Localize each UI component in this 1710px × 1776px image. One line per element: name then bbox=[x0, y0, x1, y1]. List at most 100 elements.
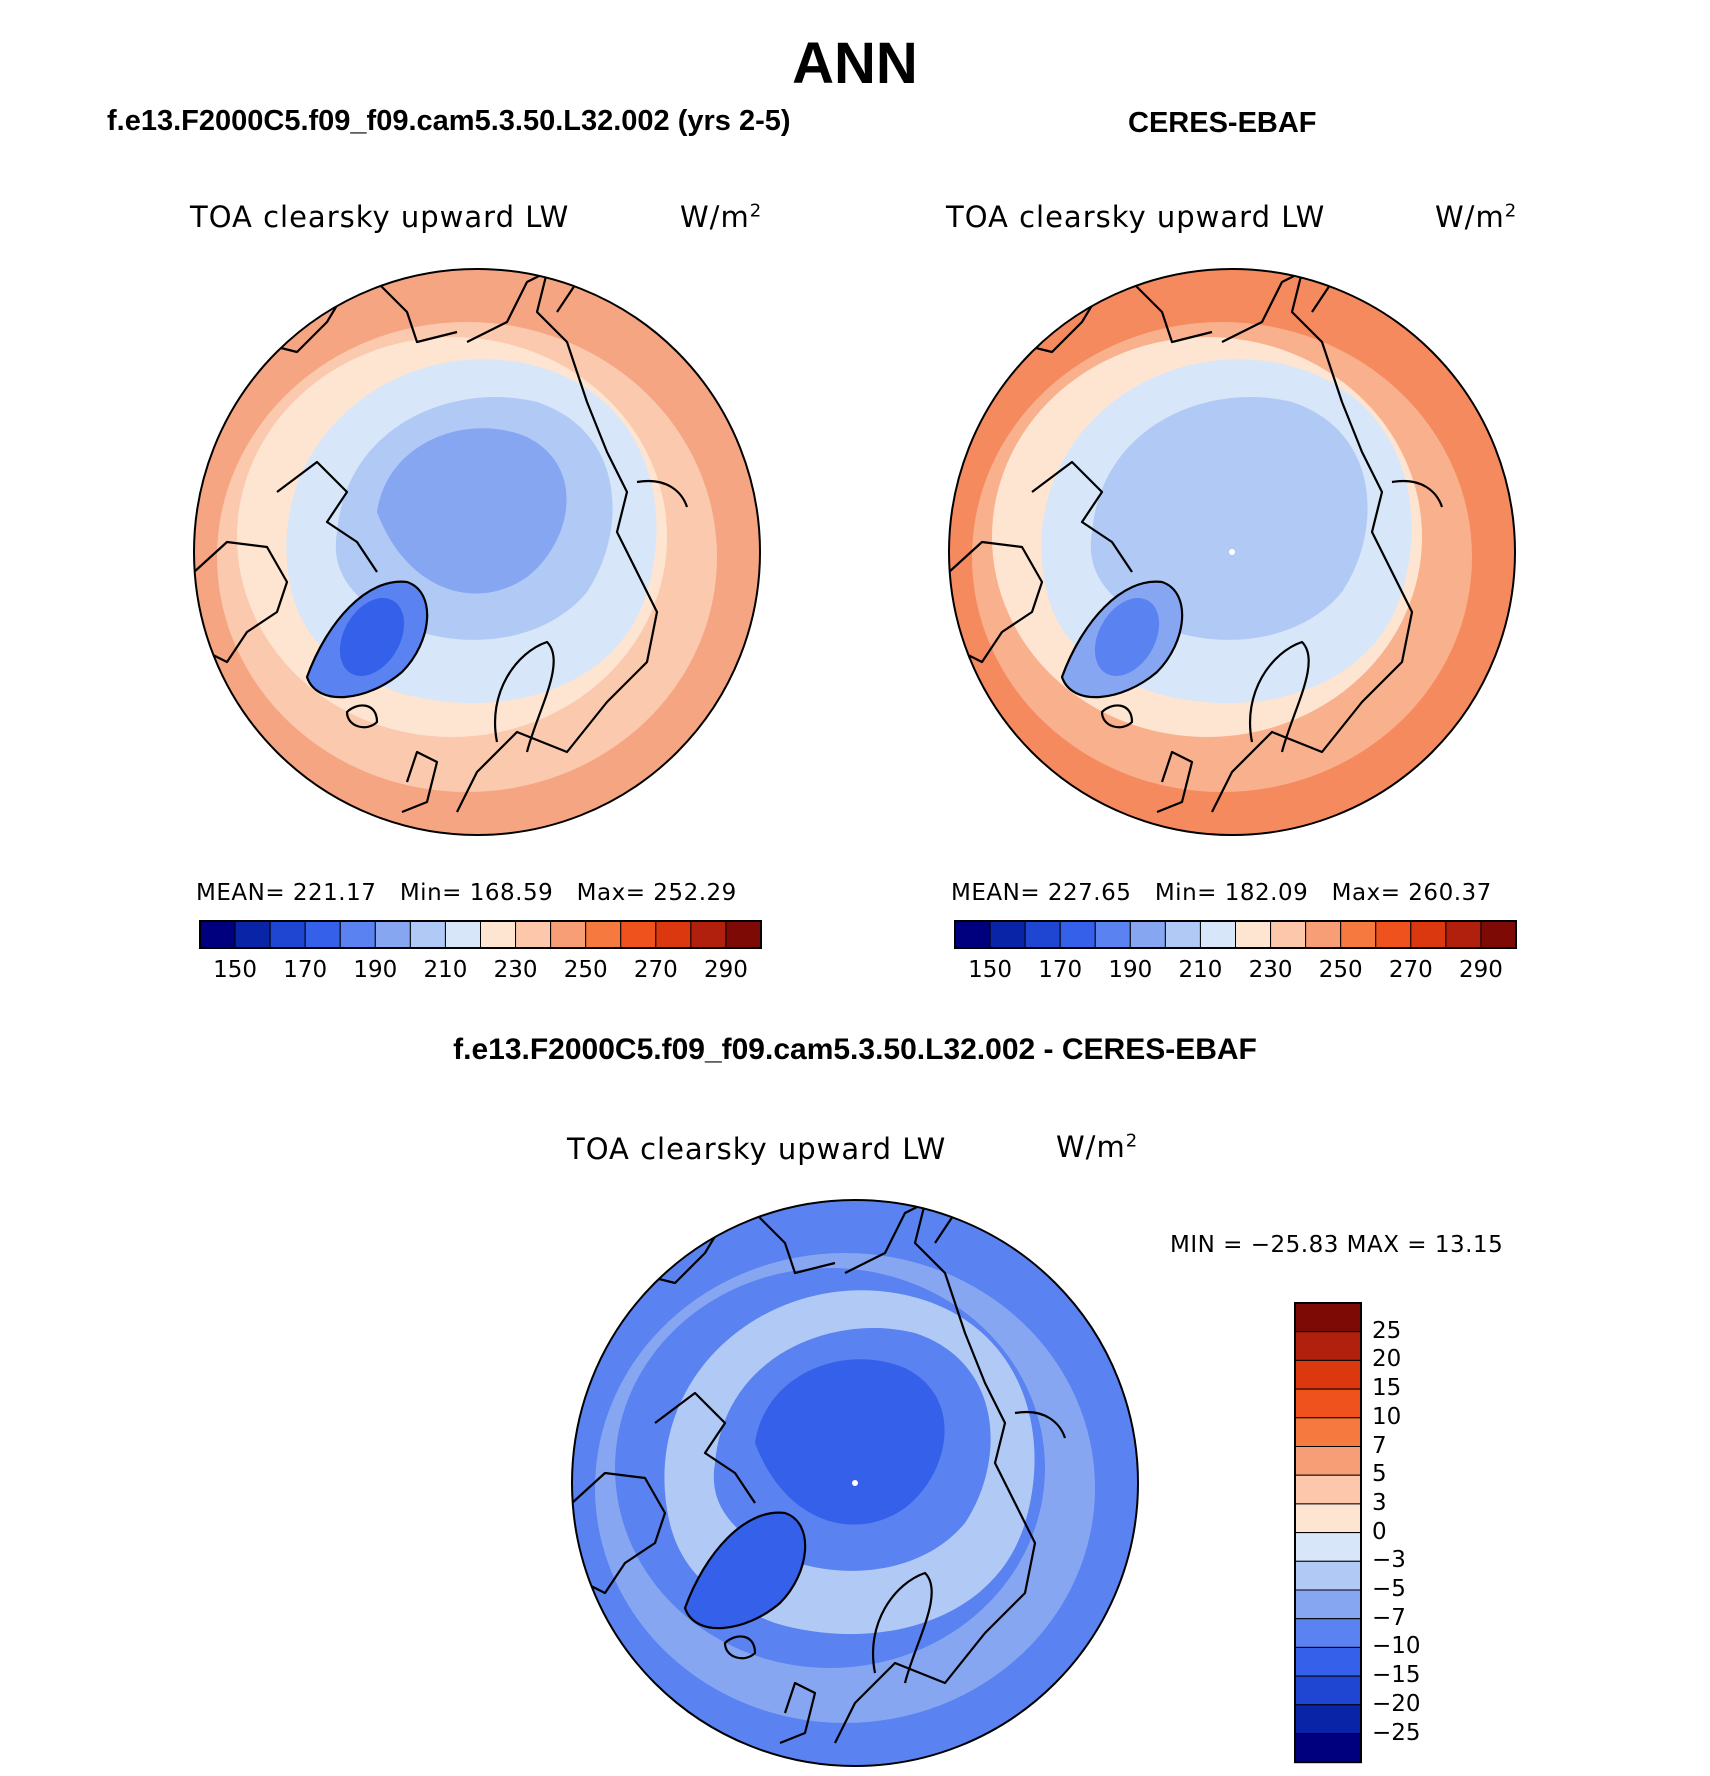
diff-colorbar-tick: −3 bbox=[1372, 1547, 1406, 1574]
diff-minmax: MIN = −25.83 MAX = 13.15 bbox=[1170, 1232, 1504, 1258]
diff-colorbar-tick: −5 bbox=[1372, 1576, 1406, 1602]
diff-archipelago-coast bbox=[654, 1391, 756, 1504]
model-colorbar-tick: 190 bbox=[353, 957, 398, 983]
model-scandinavia-coast bbox=[494, 640, 555, 753]
model-iceland-coast bbox=[345, 704, 379, 729]
obs-colorbar-tick: 230 bbox=[1248, 957, 1293, 983]
obs-colorbar-swatch bbox=[1094, 920, 1131, 949]
obs-colorbar-swatch bbox=[989, 920, 1026, 949]
model-colorbar-tick: 210 bbox=[423, 957, 468, 983]
model-colorbar-tick: 150 bbox=[213, 957, 258, 983]
obs-canada-coast bbox=[949, 540, 1044, 664]
model-greenland-coast bbox=[305, 580, 429, 699]
diff-colorbar-tick: −20 bbox=[1372, 1690, 1421, 1717]
obs-colorbar-swatch bbox=[1340, 920, 1377, 949]
diff-scandinavia-coast bbox=[872, 1571, 933, 1684]
diff-colorbar bbox=[1294, 1302, 1362, 1764]
obs-colorbar-tick: 270 bbox=[1388, 957, 1433, 983]
model-colorbar-swatch bbox=[444, 920, 481, 949]
diff-colorbar-tick: 20 bbox=[1372, 1346, 1402, 1373]
obs-colorbar-swatch bbox=[1024, 920, 1061, 949]
diff-field-label: TOA clearsky upward LW bbox=[567, 1132, 947, 1166]
obs-colorbar bbox=[954, 920, 1517, 949]
diff-colorbar-swatch bbox=[1294, 1560, 1362, 1591]
obs-colorbar-swatch bbox=[1375, 920, 1412, 949]
diff-canada-coast bbox=[572, 1471, 667, 1595]
obs-britain-coast bbox=[1156, 750, 1194, 814]
diff-panel-title: f.e13.F2000C5.f09_f09.cam5.3.50.L32.002 … bbox=[453, 1033, 1257, 1066]
model-colorbar-swatch bbox=[199, 920, 236, 949]
model-colorbar-swatch bbox=[655, 920, 692, 949]
model-units-label: W/m2 bbox=[680, 200, 763, 234]
diff-colorbar-tick: −7 bbox=[1372, 1604, 1406, 1631]
obs-colorbar-swatch bbox=[1059, 920, 1096, 949]
diff-colorbar-swatch bbox=[1294, 1704, 1362, 1735]
diff-colorbar-swatch bbox=[1294, 1618, 1362, 1648]
diff-colorbar-tick: −10 bbox=[1372, 1633, 1421, 1660]
diff-colorbar-swatch bbox=[1294, 1503, 1362, 1534]
diff-colorbar-swatch bbox=[1294, 1474, 1362, 1505]
diff-colorbar-swatch bbox=[1294, 1302, 1362, 1333]
obs-colorbar-tick: 170 bbox=[1038, 957, 1083, 983]
diff-colorbar-swatch bbox=[1294, 1646, 1362, 1677]
diff-colorbar-tick: 25 bbox=[1372, 1317, 1402, 1344]
model-colorbar-swatch bbox=[480, 920, 517, 949]
obs-map-border bbox=[948, 268, 1516, 836]
obs-island-coast bbox=[1391, 479, 1444, 508]
obs-greenland-core bbox=[1094, 598, 1160, 676]
obs-panel-title: CERES-EBAF bbox=[1128, 107, 1317, 139]
diff-colorbar-tick: 15 bbox=[1372, 1375, 1402, 1402]
diff-colorbar-swatch bbox=[1294, 1417, 1362, 1448]
obs-colorbar-swatch bbox=[1410, 920, 1447, 949]
obs-colorbar-tick: 190 bbox=[1108, 957, 1153, 983]
obs-stats: MEAN= 227.65 Min= 182.09 Max= 260.37 bbox=[951, 880, 1492, 906]
model-colorbar-swatch bbox=[515, 920, 552, 949]
obs-core bbox=[1132, 428, 1322, 594]
model-britain-coast bbox=[401, 750, 439, 814]
model-colorbar-frame bbox=[199, 920, 762, 949]
obs-greenland-coast bbox=[1060, 580, 1184, 699]
obs-archipelago-coast bbox=[1031, 460, 1133, 573]
obs-colorbar-swatch bbox=[1129, 920, 1166, 949]
model-stats: MEAN= 221.17 Min= 168.59 Max= 252.29 bbox=[196, 880, 737, 906]
model-colorbar-tick: 250 bbox=[563, 957, 608, 983]
model-canada-coast bbox=[194, 540, 289, 664]
diff-pole-dot bbox=[852, 1480, 858, 1486]
diff-colorbar-tick: 0 bbox=[1372, 1518, 1387, 1545]
model-colorbar-tick: 230 bbox=[493, 957, 538, 983]
model-colorbar bbox=[199, 920, 762, 949]
diff-colorbar-tick: 5 bbox=[1372, 1461, 1387, 1488]
diff-polar-map bbox=[571, 1199, 1139, 1767]
obs-colorbar-swatch bbox=[1270, 920, 1307, 949]
model-island-coast bbox=[636, 479, 689, 508]
model-colorbar-swatch bbox=[409, 920, 446, 949]
diff-colorbar-swatch bbox=[1294, 1331, 1362, 1361]
obs-field-label: TOA clearsky upward LW bbox=[946, 200, 1326, 234]
diff-colorbar-tick: 3 bbox=[1372, 1489, 1387, 1516]
main-title: ANN bbox=[792, 31, 918, 96]
obs-colorbar-frame bbox=[954, 920, 1517, 949]
diff-colorbar-swatch bbox=[1294, 1532, 1362, 1562]
model-colorbar-swatch bbox=[550, 920, 587, 949]
diff-britain-coast bbox=[779, 1681, 817, 1745]
diff-map-border bbox=[571, 1199, 1139, 1767]
diff-colorbar-swatch bbox=[1294, 1675, 1362, 1706]
obs-colorbar-swatch bbox=[1199, 920, 1236, 949]
model-colorbar-tick: 170 bbox=[283, 957, 328, 983]
model-greenland-core bbox=[339, 598, 405, 676]
diff-colorbar-swatch bbox=[1294, 1388, 1362, 1419]
obs-iceland-coast bbox=[1100, 704, 1134, 729]
model-panel-title: f.e13.F2000C5.f09_f09.cam5.3.50.L32.002 … bbox=[107, 105, 791, 137]
diff-units-label: W/m2 bbox=[1056, 1130, 1139, 1164]
model-core bbox=[377, 428, 567, 594]
obs-colorbar-swatch bbox=[1445, 920, 1482, 949]
obs-colorbar-swatch bbox=[1480, 920, 1517, 949]
model-colorbar-swatch bbox=[269, 920, 306, 949]
obs-units-label: W/m2 bbox=[1435, 200, 1518, 234]
model-colorbar-swatch bbox=[304, 920, 341, 949]
model-map-border bbox=[193, 268, 761, 836]
diff-colorbar-swatch bbox=[1294, 1733, 1362, 1763]
diff-colorbar-tick: −15 bbox=[1372, 1662, 1421, 1689]
model-colorbar-swatch bbox=[725, 920, 762, 949]
